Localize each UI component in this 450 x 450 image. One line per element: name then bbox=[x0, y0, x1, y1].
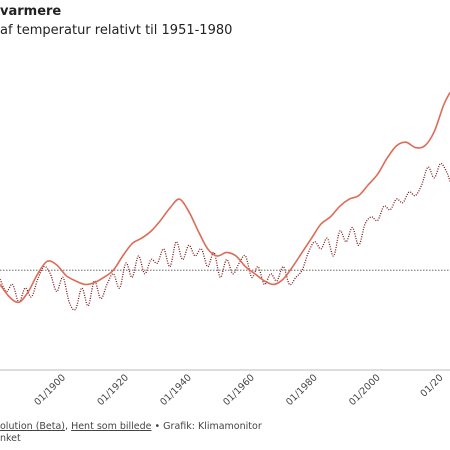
download-image-link[interactable]: Hent som billede bbox=[71, 421, 152, 432]
footer-credit: • Grafik: Klimamonitor bbox=[151, 421, 262, 432]
chart-title: varmere bbox=[0, 4, 62, 19]
x-tick-label: 01/1940 bbox=[158, 372, 194, 408]
x-tick-label: 01/1920 bbox=[95, 372, 131, 408]
footer-line-1: olution (Beta), Hent som billede • Grafi… bbox=[0, 421, 262, 432]
temperature-chart: 01/1900 01/1920 01/1940 01/1960 01/1980 01/20… bbox=[0, 92, 450, 408]
resolution-link[interactable]: olution (Beta) bbox=[0, 421, 66, 432]
annual-anomaly-line bbox=[0, 162, 450, 311]
x-tick-label: 01/1980 bbox=[284, 372, 320, 408]
footer-line-2: nket bbox=[0, 433, 21, 444]
x-tick-label: 01/20 bbox=[419, 372, 446, 399]
smoothed-trend-line bbox=[0, 92, 450, 304]
chart-subtitle: af temperatur relativt til 1951-1980 bbox=[0, 23, 233, 38]
x-tick-label: 01/2000 bbox=[347, 372, 383, 408]
x-tick-label: 01/1900 bbox=[32, 372, 68, 408]
footer-separator: , bbox=[65, 421, 72, 432]
x-tick-label: 01/1960 bbox=[221, 372, 257, 408]
